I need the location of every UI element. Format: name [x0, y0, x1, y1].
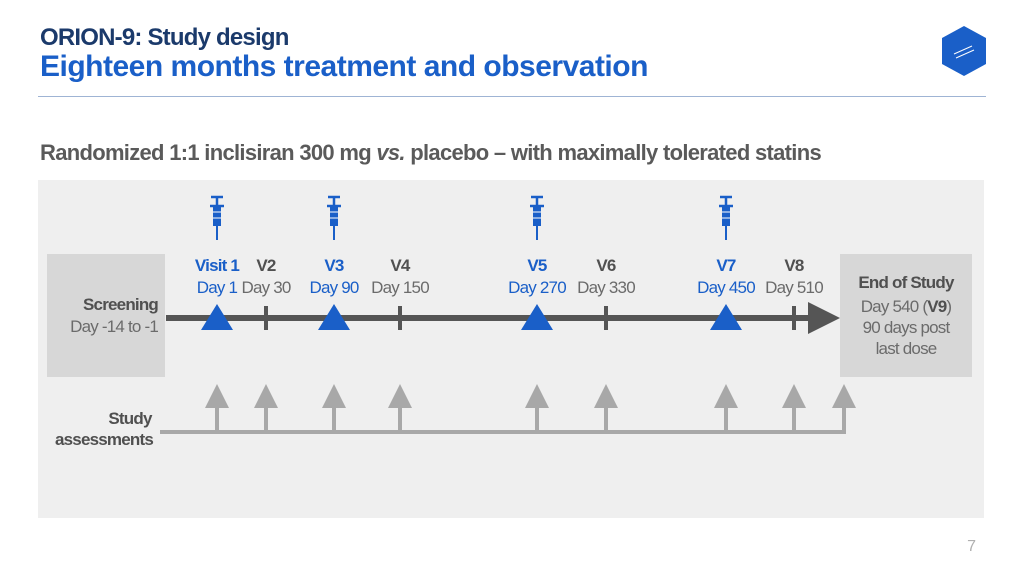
visit-day: Day 330: [577, 278, 636, 297]
screening-label: Screening: [83, 295, 159, 314]
assessment-arrow-icon: [322, 384, 346, 408]
assessment-arrow-icon: [832, 384, 856, 408]
end-of-study-day: Day 540 (V9): [861, 297, 952, 317]
visit-day: Day 270: [508, 278, 567, 297]
end-of-study-title: End of Study: [858, 273, 954, 292]
end-of-study-box: [840, 254, 972, 377]
screening-days: Day -14 to -1: [70, 317, 159, 336]
assessments-label-line2: assessments: [55, 430, 154, 449]
screening-box: [47, 254, 165, 377]
visit-day: Day 510: [765, 278, 824, 297]
timeline-arrowhead-icon: [808, 302, 840, 334]
visit-label: V3: [324, 256, 344, 275]
syringe-icon: [530, 195, 544, 240]
subtitle-text-1: Randomized 1:1 inclisiran 300 mg: [40, 140, 377, 165]
eos-day-suffix: ): [946, 297, 952, 316]
assessment-arrow-icon: [254, 384, 278, 408]
visit-label: V8: [784, 256, 804, 275]
assessment-arrow-icon: [205, 384, 229, 408]
slide-title: Eighteen months treatment and observatio…: [40, 50, 648, 83]
visit-day: Day 30: [241, 278, 291, 297]
eos-day-prefix: Day 540 (: [860, 297, 928, 316]
assessment-arrow-icon: [594, 384, 618, 408]
visit-day: Day 1: [196, 278, 238, 297]
dosing-triangle-icon: [201, 304, 233, 330]
assessments-label-line1: Study: [108, 409, 152, 428]
syringe-icon: [719, 195, 733, 240]
assessment-arrow-icon: [388, 384, 412, 408]
visit-label: V4: [390, 256, 410, 275]
eos-visit: V9: [927, 297, 947, 316]
assessment-arrow-icon: [782, 384, 806, 408]
visit-label: V5: [527, 256, 547, 275]
end-of-study-line2: 90 days post: [862, 318, 951, 337]
timeline-panel: [38, 180, 984, 518]
study-design-subtitle: Randomized 1:1 inclisiran 300 mg vs. pla…: [40, 140, 822, 166]
subtitle-text-2: placebo – with maximally tolerated stati…: [404, 140, 821, 165]
dosing-triangle-icon: [521, 304, 553, 330]
subtitle-vs: vs.: [376, 140, 405, 165]
visit-day: Day 450: [697, 278, 756, 297]
visit-label: Visit 1: [194, 256, 240, 275]
visit-label: V7: [716, 256, 736, 275]
syringe-icon: [327, 195, 341, 240]
visit-label: V2: [256, 256, 276, 275]
brand-logo-icon: [940, 24, 988, 83]
dosing-triangle-icon: [318, 304, 350, 330]
dosing-triangle-icon: [710, 304, 742, 330]
assessment-arrow-icon: [525, 384, 549, 408]
assessment-arrow-icon: [714, 384, 738, 408]
title-divider: [38, 96, 986, 97]
page-number: 7: [967, 538, 976, 555]
syringe-icon: [210, 195, 224, 240]
end-of-study-line3: last dose: [875, 339, 938, 358]
slide-supertitle: ORION-9: Study design: [40, 24, 289, 51]
visit-day: Day 150: [371, 278, 430, 297]
visit-day: Day 90: [309, 278, 359, 297]
visit-label: V6: [596, 256, 616, 275]
